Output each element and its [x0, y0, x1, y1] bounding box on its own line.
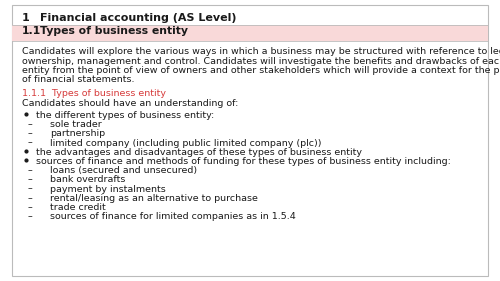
- Text: –: –: [28, 203, 33, 212]
- Text: 1: 1: [22, 13, 30, 23]
- Text: –: –: [28, 139, 33, 148]
- Text: sources of finance for limited companies as in 1.5.4: sources of finance for limited companies…: [50, 212, 296, 221]
- Text: –: –: [28, 120, 33, 129]
- Text: partnership: partnership: [50, 129, 105, 139]
- Text: loans (secured and unsecured): loans (secured and unsecured): [50, 166, 197, 175]
- Text: rental/leasing as an alternative to purchase: rental/leasing as an alternative to purc…: [50, 194, 258, 203]
- Text: the advantages and disadvantages of these types of business entity: the advantages and disadvantages of thes…: [36, 148, 362, 157]
- Text: Candidates will explore the various ways in which a business may be structured w: Candidates will explore the various ways…: [22, 47, 500, 56]
- Text: ownership, management and control. Candidates will investigate the benefits and : ownership, management and control. Candi…: [22, 56, 500, 65]
- Text: –: –: [28, 166, 33, 175]
- FancyBboxPatch shape: [12, 5, 488, 276]
- Text: of financial statements.: of financial statements.: [22, 76, 134, 85]
- Text: sources of finance and methods of funding for these types of business entity inc: sources of finance and methods of fundin…: [36, 157, 451, 166]
- Text: the different types of business entity:: the different types of business entity:: [36, 111, 214, 120]
- Text: –: –: [28, 175, 33, 184]
- Text: 1.1.1  Types of business entity: 1.1.1 Types of business entity: [22, 89, 166, 98]
- Text: trade credit: trade credit: [50, 203, 106, 212]
- Text: limited company (including public limited company (plc)): limited company (including public limite…: [50, 139, 322, 148]
- Text: entity from the point of view of owners and other stakeholders which will provid: entity from the point of view of owners …: [22, 66, 500, 75]
- Text: –: –: [28, 212, 33, 221]
- Text: Financial accounting (AS Level): Financial accounting (AS Level): [40, 13, 236, 23]
- FancyBboxPatch shape: [12, 25, 488, 41]
- Text: –: –: [28, 194, 33, 203]
- Text: payment by instalments: payment by instalments: [50, 185, 166, 194]
- Text: 1.1: 1.1: [22, 26, 41, 36]
- Text: sole trader: sole trader: [50, 120, 102, 129]
- Text: Types of business entity: Types of business entity: [40, 26, 188, 36]
- Text: bank overdrafts: bank overdrafts: [50, 175, 126, 184]
- Text: –: –: [28, 129, 33, 139]
- Text: Candidates should have an understanding of:: Candidates should have an understanding …: [22, 99, 238, 108]
- Text: –: –: [28, 185, 33, 194]
